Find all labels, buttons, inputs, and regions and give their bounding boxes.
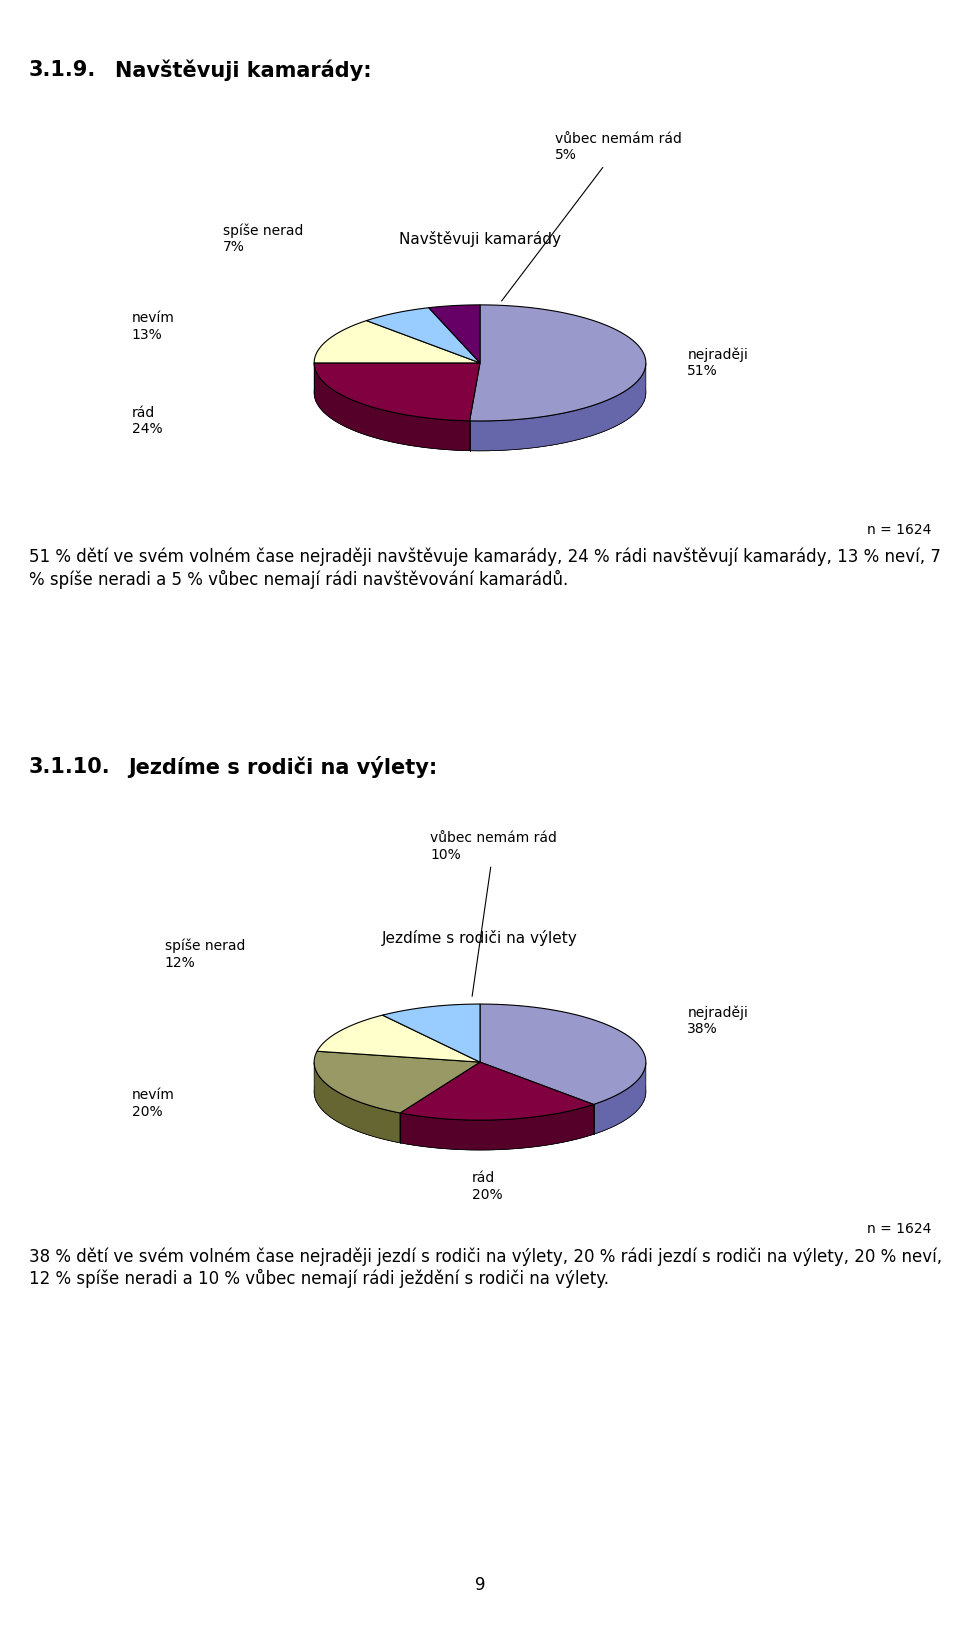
Polygon shape bbox=[382, 1003, 480, 1062]
Text: spíše nerad
12%: spíše nerad 12% bbox=[165, 938, 245, 969]
Text: rád
20%: rád 20% bbox=[471, 1171, 502, 1202]
Text: n = 1624: n = 1624 bbox=[867, 1223, 931, 1236]
Text: Navštěvuji kamarády:: Navštěvuji kamarády: bbox=[114, 59, 372, 81]
Polygon shape bbox=[400, 1062, 593, 1120]
Polygon shape bbox=[593, 1062, 646, 1135]
Text: spíše nerad
7%: spíše nerad 7% bbox=[223, 223, 303, 254]
Text: 3.1.9.: 3.1.9. bbox=[29, 60, 96, 80]
Polygon shape bbox=[314, 1062, 400, 1143]
Polygon shape bbox=[314, 363, 469, 450]
Text: Navštěvuji kamarády: Navštěvuji kamarády bbox=[399, 231, 561, 247]
Text: 3.1.10.: 3.1.10. bbox=[29, 758, 110, 777]
Text: Jezdíme s rodiči na výlety:: Jezdíme s rodiči na výlety: bbox=[128, 756, 438, 779]
Polygon shape bbox=[429, 306, 480, 363]
Text: 51 % dětí ve svém volném čase nejraději navštěvuje kamarády, 24 % rádi navštěvuj: 51 % dětí ve svém volném čase nejraději … bbox=[29, 548, 941, 589]
Text: vůbec nemám rád
10%: vůbec nemám rád 10% bbox=[430, 831, 557, 997]
Text: nejraději
38%: nejraději 38% bbox=[687, 1005, 748, 1036]
Text: rád
24%: rád 24% bbox=[132, 406, 162, 436]
Text: 9: 9 bbox=[475, 1576, 485, 1595]
Polygon shape bbox=[469, 363, 646, 450]
Polygon shape bbox=[314, 320, 480, 363]
Text: n = 1624: n = 1624 bbox=[867, 524, 931, 537]
Polygon shape bbox=[314, 1052, 480, 1112]
Polygon shape bbox=[469, 306, 646, 421]
Ellipse shape bbox=[314, 335, 646, 450]
Text: nejraději
51%: nejraději 51% bbox=[687, 348, 748, 379]
Text: nevím
13%: nevím 13% bbox=[132, 311, 175, 341]
Polygon shape bbox=[317, 1015, 480, 1062]
Text: vůbec nemám rád
5%: vůbec nemám rád 5% bbox=[501, 132, 682, 301]
Polygon shape bbox=[367, 307, 480, 363]
Polygon shape bbox=[400, 1104, 593, 1150]
Text: Jezdíme s rodiči na výlety: Jezdíme s rodiči na výlety bbox=[382, 930, 578, 946]
Polygon shape bbox=[314, 363, 480, 421]
Polygon shape bbox=[480, 1003, 646, 1104]
Text: 38 % dětí ve svém volném čase nejraději jezdí s rodiči na výlety, 20 % rádi jezd: 38 % dětí ve svém volném čase nejraději … bbox=[29, 1247, 942, 1288]
Text: nevím
20%: nevím 20% bbox=[132, 1088, 175, 1119]
Ellipse shape bbox=[314, 1034, 646, 1150]
